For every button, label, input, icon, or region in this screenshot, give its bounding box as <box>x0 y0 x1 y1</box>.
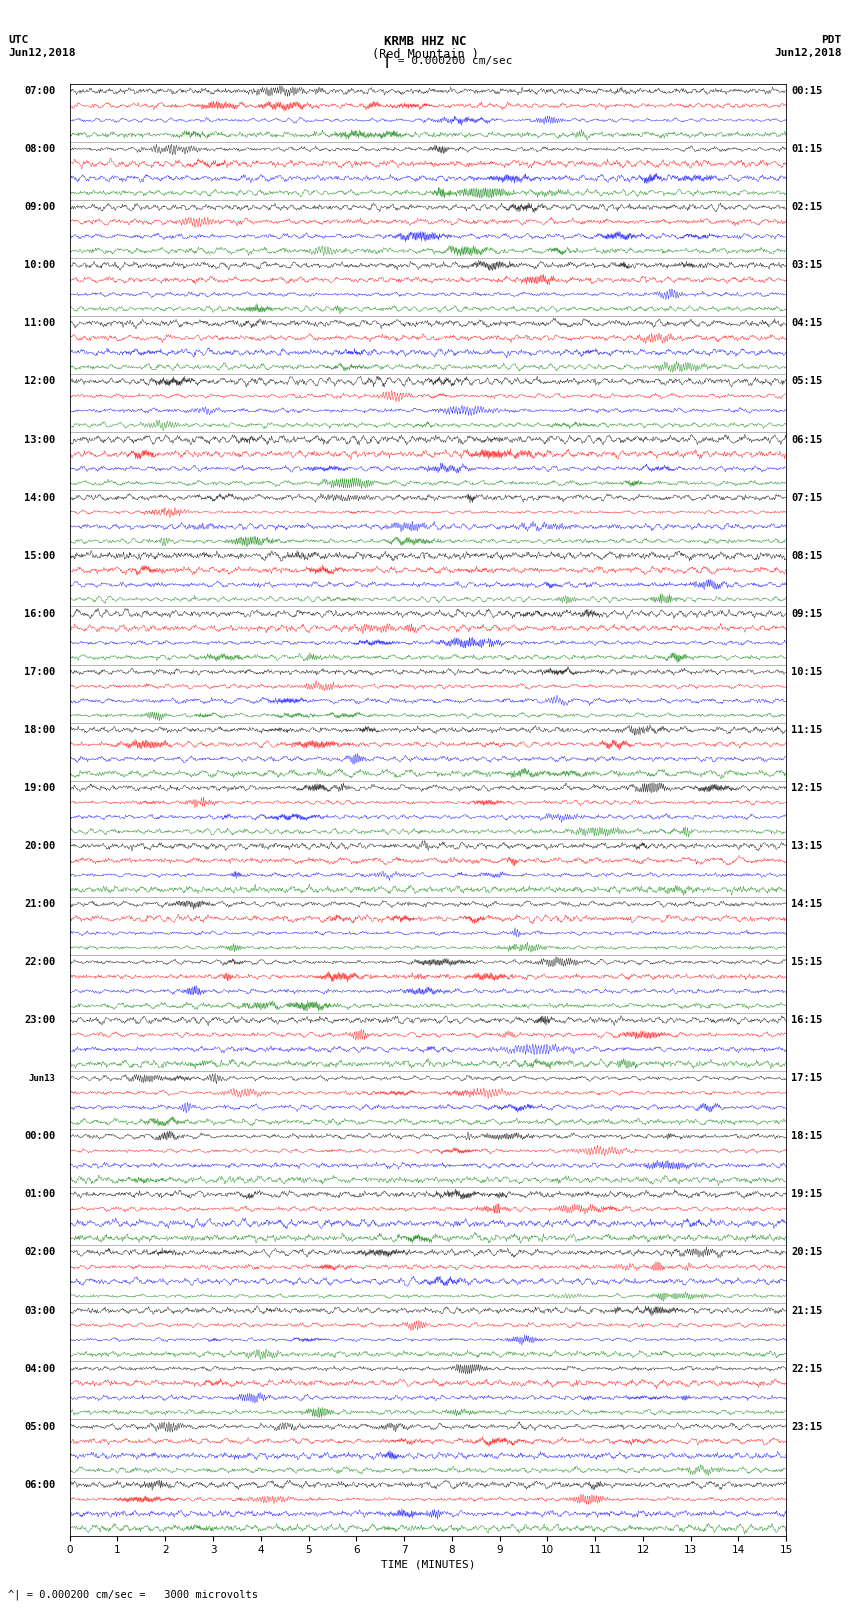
Text: 23:15: 23:15 <box>791 1421 822 1432</box>
Text: Jun12,2018: Jun12,2018 <box>8 48 76 58</box>
Text: 00:15: 00:15 <box>791 85 822 97</box>
Text: 10:00: 10:00 <box>24 260 55 271</box>
Text: 12:00: 12:00 <box>24 376 55 387</box>
Text: KRMB HHZ NC: KRMB HHZ NC <box>383 35 467 48</box>
X-axis label: TIME (MINUTES): TIME (MINUTES) <box>381 1560 475 1569</box>
Text: 17:15: 17:15 <box>791 1073 822 1084</box>
Text: 11:00: 11:00 <box>24 318 55 329</box>
Text: 22:00: 22:00 <box>24 957 55 968</box>
Text: 03:15: 03:15 <box>791 260 822 271</box>
Text: 22:15: 22:15 <box>791 1363 822 1374</box>
Text: 07:00: 07:00 <box>24 85 55 97</box>
Text: 20:00: 20:00 <box>24 840 55 852</box>
Text: 06:15: 06:15 <box>791 434 822 445</box>
Text: 14:15: 14:15 <box>791 898 822 910</box>
Text: 10:15: 10:15 <box>791 666 822 677</box>
Text: 23:00: 23:00 <box>24 1015 55 1026</box>
Text: UTC: UTC <box>8 35 29 45</box>
Text: 07:15: 07:15 <box>791 492 822 503</box>
Text: 15:15: 15:15 <box>791 957 822 968</box>
Text: 14:00: 14:00 <box>24 492 55 503</box>
Text: 11:15: 11:15 <box>791 724 822 736</box>
Text: 18:00: 18:00 <box>24 724 55 736</box>
Text: 15:00: 15:00 <box>24 550 55 561</box>
Text: 03:00: 03:00 <box>24 1305 55 1316</box>
Text: 06:00: 06:00 <box>24 1479 55 1490</box>
Text: 01:15: 01:15 <box>791 144 822 155</box>
Text: 09:15: 09:15 <box>791 608 822 619</box>
Text: 01:00: 01:00 <box>24 1189 55 1200</box>
Text: 00:00: 00:00 <box>24 1131 55 1142</box>
Text: 04:00: 04:00 <box>24 1363 55 1374</box>
Text: 21:00: 21:00 <box>24 898 55 910</box>
Text: 16:15: 16:15 <box>791 1015 822 1026</box>
Text: Jun13: Jun13 <box>29 1074 55 1082</box>
Text: 05:00: 05:00 <box>24 1421 55 1432</box>
Text: 02:15: 02:15 <box>791 202 822 213</box>
Text: 08:15: 08:15 <box>791 550 822 561</box>
Text: = 0.000200 cm/sec: = 0.000200 cm/sec <box>391 56 513 66</box>
Text: 19:15: 19:15 <box>791 1189 822 1200</box>
Text: 12:15: 12:15 <box>791 782 822 794</box>
Text: 13:00: 13:00 <box>24 434 55 445</box>
Text: 17:00: 17:00 <box>24 666 55 677</box>
Text: 21:15: 21:15 <box>791 1305 822 1316</box>
Text: ^| = 0.000200 cm/sec =   3000 microvolts: ^| = 0.000200 cm/sec = 3000 microvolts <box>8 1589 258 1600</box>
Text: 02:00: 02:00 <box>24 1247 55 1258</box>
Text: 16:00: 16:00 <box>24 608 55 619</box>
Text: 19:00: 19:00 <box>24 782 55 794</box>
Text: (Red Mountain ): (Red Mountain ) <box>371 48 479 61</box>
Text: 20:15: 20:15 <box>791 1247 822 1258</box>
Text: PDT: PDT <box>821 35 842 45</box>
Text: 09:00: 09:00 <box>24 202 55 213</box>
Text: 04:15: 04:15 <box>791 318 822 329</box>
Text: 08:00: 08:00 <box>24 144 55 155</box>
Text: 13:15: 13:15 <box>791 840 822 852</box>
Text: Jun12,2018: Jun12,2018 <box>774 48 842 58</box>
Text: |: | <box>382 55 391 68</box>
Text: 05:15: 05:15 <box>791 376 822 387</box>
Text: 18:15: 18:15 <box>791 1131 822 1142</box>
